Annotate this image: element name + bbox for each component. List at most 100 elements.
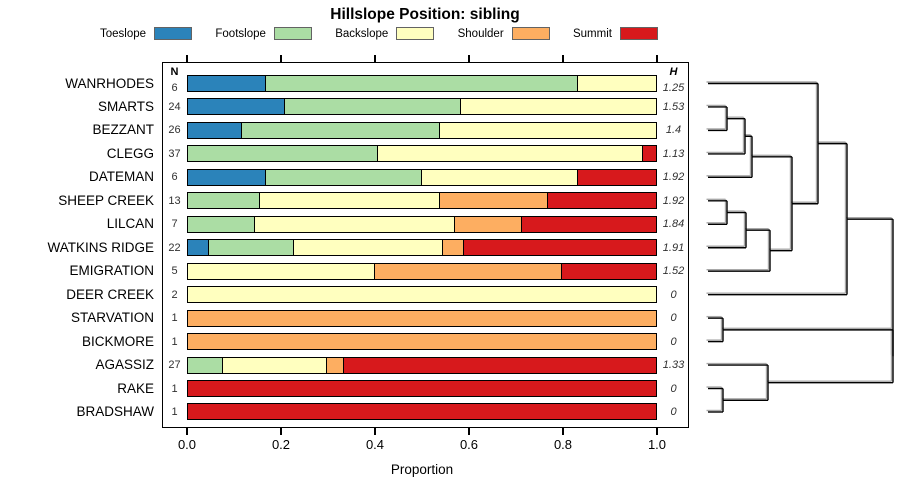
axis-tick: [656, 55, 658, 62]
n-value: 6: [171, 171, 178, 184]
bar-segment-backslope: [377, 146, 644, 162]
bar-segment-shoulder: [455, 216, 523, 232]
bar-segment-footslope: [285, 99, 461, 115]
stacked-bar: [187, 168, 657, 186]
site-label: STARVATION: [70, 310, 154, 326]
bar-segment-summit: [562, 263, 656, 279]
legend-item-summit: Summit: [573, 27, 658, 40]
stacked-bar: [187, 215, 657, 233]
n-value: 24: [168, 100, 181, 113]
stacked-bar: [187, 286, 657, 304]
legend-label: Backslope: [335, 27, 389, 40]
bar-segment-summit: [522, 216, 656, 232]
legend-item-backslope: Backslope: [335, 27, 435, 40]
site-label: BICKMORE: [81, 333, 154, 349]
h-value: 0: [670, 288, 677, 301]
legend-label: Footslope: [215, 27, 266, 40]
h-value: 0: [670, 405, 677, 418]
h-value: 1.92: [662, 171, 685, 184]
bar-segment-backslope: [439, 122, 656, 138]
axis-tick: [562, 428, 564, 435]
stacked-bar: [187, 380, 657, 398]
legend: Toeslope Footslope Backslope Shoulder Summit: [100, 27, 658, 40]
bar-segment-summit: [343, 357, 656, 373]
n-value: 22: [168, 241, 181, 254]
site-label: CLEGG: [106, 145, 154, 161]
n-value: 26: [168, 124, 181, 137]
n-value: 1: [171, 382, 178, 395]
bar-segment-toeslope: [188, 169, 267, 185]
h-value: 0: [670, 335, 677, 348]
legend-swatch-icon: [273, 27, 312, 40]
bar-segment-backslope: [188, 287, 656, 303]
bar-segment-shoulder: [443, 240, 465, 256]
bar-segment-toeslope: [188, 240, 210, 256]
bar-segment-shoulder: [326, 357, 344, 373]
bar-segment-shoulder: [188, 334, 656, 350]
legend-item-footslope: Footslope: [215, 27, 312, 40]
h-value: 1.91: [662, 241, 685, 254]
h-value: 0: [670, 382, 677, 395]
site-label: DEER CREEK: [66, 286, 154, 302]
bar-segment-backslope: [222, 357, 327, 373]
stacked-bar: [187, 403, 657, 421]
bar-segment-footslope: [188, 357, 223, 373]
stacked-bar: [187, 192, 657, 210]
h-column-header: H: [669, 66, 678, 78]
axis-tick: [468, 428, 470, 435]
axis-tick-label: 0.6: [459, 437, 479, 452]
bar-segment-summit: [188, 381, 656, 397]
h-value: 1.52: [662, 265, 685, 278]
site-label: DATEMAN: [88, 169, 154, 185]
stacked-bar: [187, 98, 657, 116]
bar-segment-shoulder: [375, 263, 563, 279]
n-value: 5: [171, 265, 178, 278]
n-value: 1: [171, 312, 178, 325]
h-value: 1.25: [662, 81, 685, 94]
axis-tick: [374, 55, 376, 62]
n-value: 7: [171, 218, 178, 231]
stacked-bar: [187, 145, 657, 163]
bar-segment-backslope: [188, 263, 376, 279]
axis-tick: [562, 55, 564, 62]
stacked-bar: [187, 239, 657, 257]
bar-segment-backslope: [421, 169, 578, 185]
site-label: BEZZANT: [92, 122, 154, 138]
bar-segment-footslope: [266, 76, 578, 91]
site-label: SMARTS: [97, 98, 154, 114]
n-value: 1: [171, 335, 178, 348]
h-value: 1.84: [662, 218, 685, 231]
axis-tick-label: 0.8: [553, 437, 573, 452]
stacked-bar: [187, 75, 657, 92]
axis-tick: [468, 55, 470, 62]
stacked-bar: [187, 309, 657, 327]
n-value: 37: [168, 147, 181, 160]
axis-tick-label: 0.4: [365, 437, 385, 452]
x-axis-title: Proportion: [390, 462, 454, 477]
n-value: 27: [168, 359, 181, 372]
axis-tick: [280, 428, 282, 435]
legend-item-toeslope: Toeslope: [100, 27, 193, 40]
n-value: 13: [168, 194, 181, 207]
n-value: 1: [171, 405, 178, 418]
h-value: 1.13: [662, 147, 685, 160]
bar-segment-footslope: [188, 216, 255, 232]
bar-segment-backslope: [460, 99, 656, 115]
axis-tick: [280, 55, 282, 62]
bar-segment-toeslope: [188, 76, 267, 91]
bar-segment-backslope: [260, 193, 440, 209]
h-value: 1.33: [662, 359, 685, 372]
h-value: 1.4: [665, 124, 682, 137]
bar-segment-summit: [188, 404, 656, 420]
site-label: WATKINS RIDGE: [47, 239, 154, 255]
n-column-header: N: [170, 66, 179, 78]
bar-segment-shoulder: [188, 310, 656, 326]
legend-swatch-icon: [154, 27, 193, 40]
h-value: 1.53: [662, 100, 685, 113]
legend-label: Shoulder: [457, 27, 504, 40]
legend-label: Toeslope: [100, 27, 147, 40]
dendrogram-lines: [708, 82, 894, 413]
legend-swatch-icon: [619, 27, 658, 40]
site-label: AGASSIZ: [95, 357, 154, 373]
bar-segment-summit: [643, 146, 656, 162]
